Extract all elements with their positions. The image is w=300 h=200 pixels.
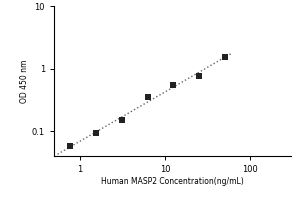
X-axis label: Human MASP2 Concentration(ng/mL): Human MASP2 Concentration(ng/mL) (101, 177, 244, 186)
Point (145, 95, 150, 99)
Point (196, 75, 201, 78)
Y-axis label: OD 450 nm: OD 450 nm (20, 59, 29, 103)
Point (171, 83, 176, 86)
Point (68, 144, 73, 148)
Point (119, 119, 124, 122)
Point (94, 131, 99, 135)
Point (222, 55, 227, 58)
